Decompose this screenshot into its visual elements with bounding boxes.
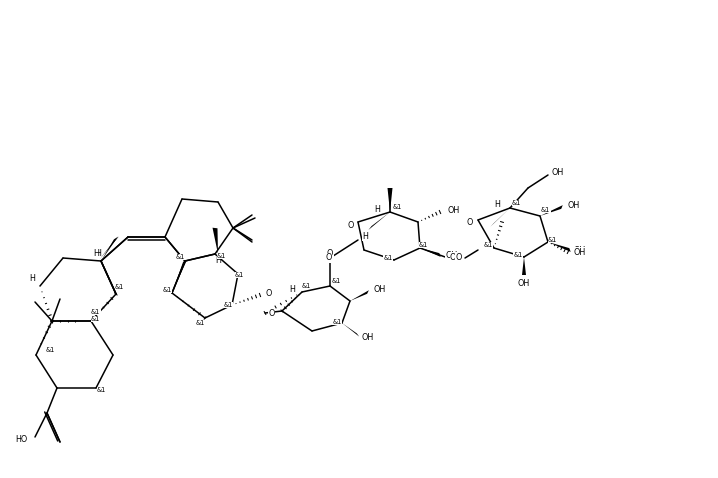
Text: &1: &1 [514,252,523,258]
Text: &1: &1 [97,387,106,393]
Text: OH: OH [447,206,460,215]
Polygon shape [368,212,390,230]
Text: &1: &1 [176,254,185,260]
Text: OH: OH [574,248,587,257]
Text: &1: &1 [163,287,172,293]
Polygon shape [172,260,187,293]
Text: HO: HO [15,435,27,445]
Text: &1: &1 [235,272,244,278]
Text: &1: &1 [115,284,124,290]
Text: H: H [289,285,295,294]
Text: &1: &1 [196,320,205,326]
Text: O: O [326,253,332,262]
Text: &1: &1 [512,200,521,206]
Text: &1: &1 [91,316,101,322]
Text: H: H [93,249,99,258]
Polygon shape [99,237,119,260]
Text: OH: OH [373,285,386,294]
Text: &1: &1 [393,204,402,210]
Text: O: O [348,220,354,229]
Text: &1: &1 [302,283,311,289]
Polygon shape [213,228,218,254]
Text: OH: OH [551,167,563,176]
Text: H: H [95,249,101,258]
Text: OH: OH [518,279,530,288]
Text: H: H [494,200,500,209]
Polygon shape [420,248,441,257]
Text: O: O [450,252,457,261]
Text: &1: &1 [383,255,393,261]
Text: O: O [455,253,462,262]
Text: &1: &1 [224,302,233,308]
Text: O: O [269,308,275,317]
Text: &1: &1 [548,237,557,243]
Text: &1: &1 [91,309,101,315]
Text: &1: &1 [332,278,341,284]
Polygon shape [101,237,118,261]
Polygon shape [350,290,369,301]
Text: H: H [374,205,380,214]
Polygon shape [522,257,526,275]
Text: &1: &1 [332,319,342,325]
Text: O: O [327,249,333,258]
Text: &1: &1 [419,242,428,248]
Text: &1: &1 [217,253,226,259]
Polygon shape [548,242,571,252]
Text: O: O [467,217,473,227]
Text: OH: OH [574,246,587,254]
Text: O: O [265,289,271,297]
Text: H: H [362,232,368,241]
Polygon shape [388,188,393,212]
Polygon shape [540,205,563,216]
Polygon shape [490,208,510,227]
Text: OH: OH [445,250,457,260]
Text: H: H [215,256,221,265]
Text: &1: &1 [46,347,55,353]
Text: OH: OH [362,333,374,341]
Text: &1: &1 [484,242,493,248]
Polygon shape [342,323,359,337]
Text: H: H [29,274,35,283]
Text: &1: &1 [541,207,550,213]
Text: OH: OH [567,200,579,209]
